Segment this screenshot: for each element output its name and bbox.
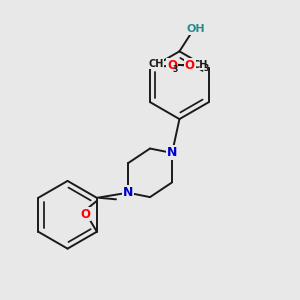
Text: 3: 3 (203, 64, 208, 74)
Text: CH: CH (148, 59, 164, 69)
Text: N: N (123, 186, 133, 199)
Text: N: N (167, 146, 177, 159)
Text: O: O (184, 59, 195, 72)
Text: OH: OH (187, 24, 206, 34)
Text: CH: CH (192, 60, 208, 70)
Text: O: O (167, 59, 177, 72)
Text: 3: 3 (172, 65, 178, 74)
Text: O: O (80, 208, 90, 220)
